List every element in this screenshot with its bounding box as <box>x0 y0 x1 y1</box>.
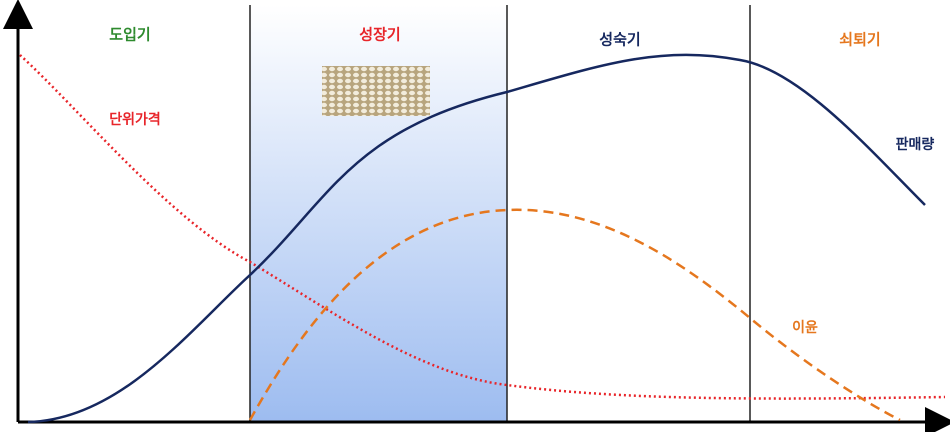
curve-label: 판매량 <box>896 137 935 153</box>
stage-label: 도입기 <box>109 26 150 44</box>
profit-curve <box>248 208 901 422</box>
stage-label: 성장기 <box>359 26 400 44</box>
product-image <box>322 66 430 116</box>
stage-label: 쇠퇴기 <box>839 31 880 49</box>
price-curve <box>19 54 946 400</box>
curve-label: 단위가격 <box>109 111 161 128</box>
curve-label: 이윤 <box>792 319 818 336</box>
sales-curve <box>27 53 926 424</box>
stage-label: 성숙기 <box>599 31 640 49</box>
